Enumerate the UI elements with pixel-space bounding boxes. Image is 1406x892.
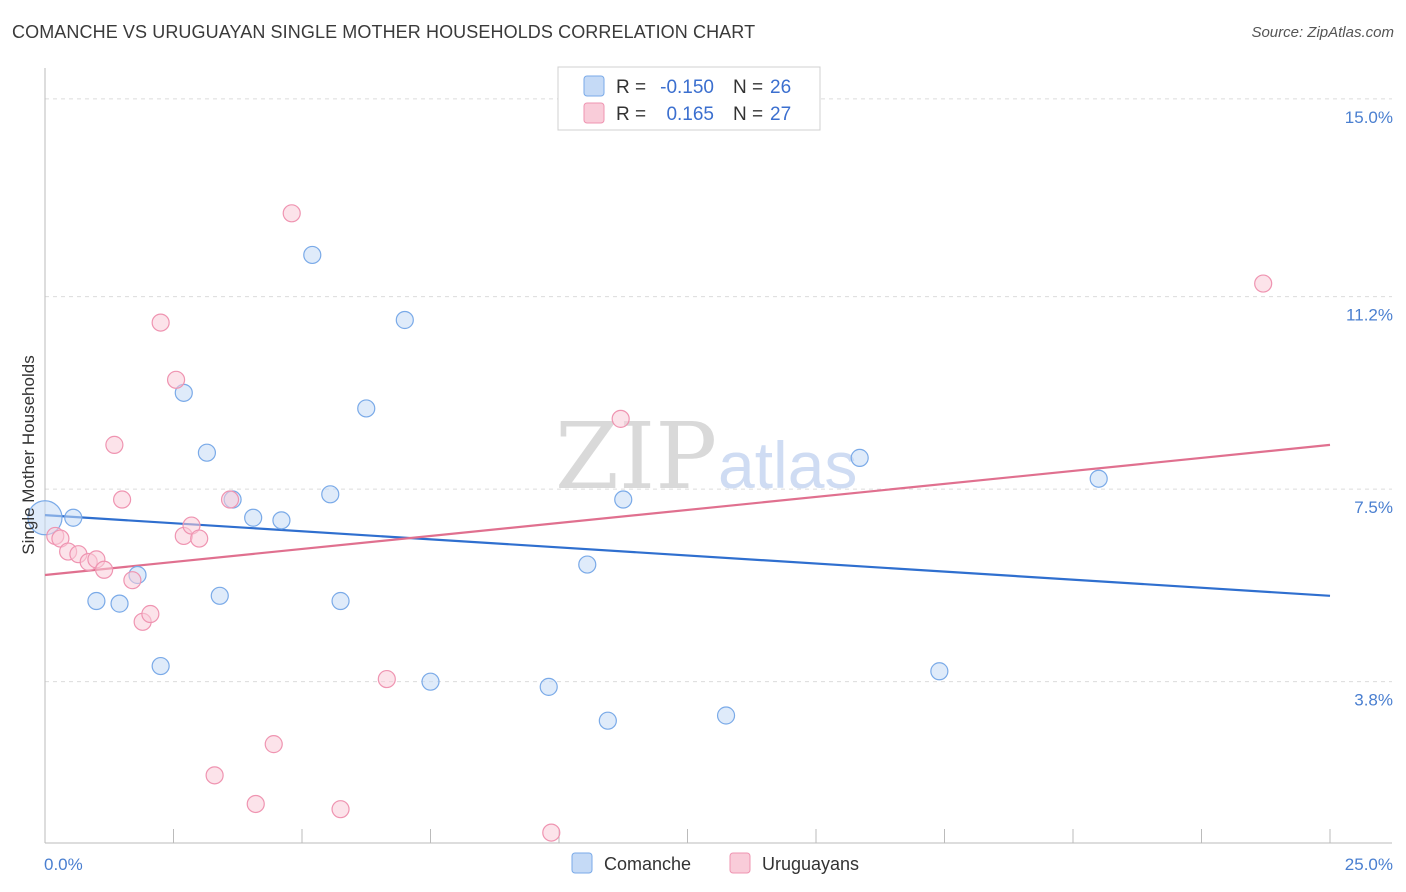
comanche-point	[272, 511, 291, 530]
y-tick-label: 11.2%	[1346, 306, 1393, 325]
uruguayans-point	[331, 800, 350, 819]
uruguayans-point	[611, 409, 630, 428]
series-legend-label: Uruguayans	[762, 854, 859, 874]
comanche-point	[27, 500, 63, 536]
uruguayans-point	[112, 490, 132, 509]
comanche-point	[110, 594, 129, 613]
comanche-point	[395, 310, 414, 330]
comanche-point	[321, 485, 340, 504]
uruguayans-point	[123, 571, 142, 590]
x-tick-label-max: 25.0%	[1345, 855, 1393, 874]
watermark-zip: ZIP	[555, 403, 717, 510]
comanche-point	[244, 508, 263, 527]
uruguayans-point	[264, 735, 283, 754]
watermark: ZIP atlas	[555, 403, 857, 510]
uruguayans-point	[190, 529, 209, 548]
comanche-point	[930, 662, 949, 681]
comanche-point	[539, 677, 558, 696]
axis-labels: Single Mother Households	[19, 355, 38, 554]
legend-n-label: N =	[733, 77, 763, 98]
y-tick-label: 7.5%	[1354, 498, 1393, 517]
watermark-atlas: atlas	[718, 428, 857, 502]
uruguayans-trend-line	[44, 443, 1331, 577]
uruguayans-point	[141, 604, 160, 624]
comanche-trend-line	[44, 514, 1331, 597]
chart-title: COMANCHE VS URUGUAYAN SINGLE MOTHER HOUS…	[12, 22, 756, 42]
legend-r-label: R =	[616, 77, 646, 98]
trend-lines	[44, 443, 1331, 597]
y-tick-label: 3.8%	[1354, 691, 1393, 710]
series-legend-swatch	[729, 852, 751, 874]
comanche-point	[614, 490, 633, 509]
comanche-point	[850, 448, 869, 467]
x-tick-label-min: 0.0%	[44, 855, 83, 874]
comanche-point	[598, 711, 617, 730]
comanche-point	[331, 591, 350, 611]
uruguayans-point	[246, 794, 265, 814]
legend-r-value: 0.165	[666, 104, 714, 125]
uruguayans-point	[105, 435, 124, 454]
stats-legend: R = -0.150 N = 26 R = 0.165 N = 27	[557, 66, 821, 131]
uruguayans-point	[282, 204, 301, 223]
series-legend: Comanche Uruguayans	[571, 852, 859, 874]
comanche-point	[64, 508, 83, 527]
uruguayans-point	[205, 766, 224, 785]
comanche-point	[578, 555, 597, 574]
uruguayans-point	[95, 560, 114, 579]
comanche-point	[87, 591, 106, 611]
legend-swatch	[583, 102, 605, 124]
comanche-point	[716, 706, 736, 725]
series-legend-label: Comanche	[604, 854, 691, 874]
uruguayans-point	[542, 823, 561, 842]
uruguayans-point	[151, 313, 170, 332]
series-legend-swatch	[571, 852, 593, 874]
comanche-point	[1089, 469, 1108, 488]
legend-n-label: N =	[733, 104, 763, 125]
source-label: Source: ZipAtlas.com	[1251, 24, 1394, 41]
legend-swatch	[583, 75, 605, 97]
uruguayans-point	[166, 370, 186, 389]
comanche-point	[210, 586, 229, 605]
comanche-point	[303, 245, 322, 265]
legend-r-value: -0.150	[660, 77, 714, 98]
uruguayans-point	[377, 669, 396, 689]
axes: 15.0% 11.2% 7.5% 3.8% 0.0% 25.0%	[44, 68, 1393, 874]
uruguayans-point	[1254, 274, 1273, 293]
legend-n-value: 26	[770, 77, 791, 98]
comanche-point	[197, 443, 217, 462]
legend-r-label: R =	[616, 104, 646, 125]
gridlines	[45, 98, 1392, 683]
uruguayans-point	[220, 490, 240, 509]
legend-n-value: 27	[770, 104, 791, 125]
y-tick-label: 15.0%	[1345, 108, 1393, 127]
y-axis-label: Single Mother Households	[19, 355, 38, 554]
data-points	[27, 204, 1273, 842]
comanche-point	[421, 672, 440, 691]
comanche-point	[151, 656, 170, 676]
comanche-point	[357, 399, 376, 418]
